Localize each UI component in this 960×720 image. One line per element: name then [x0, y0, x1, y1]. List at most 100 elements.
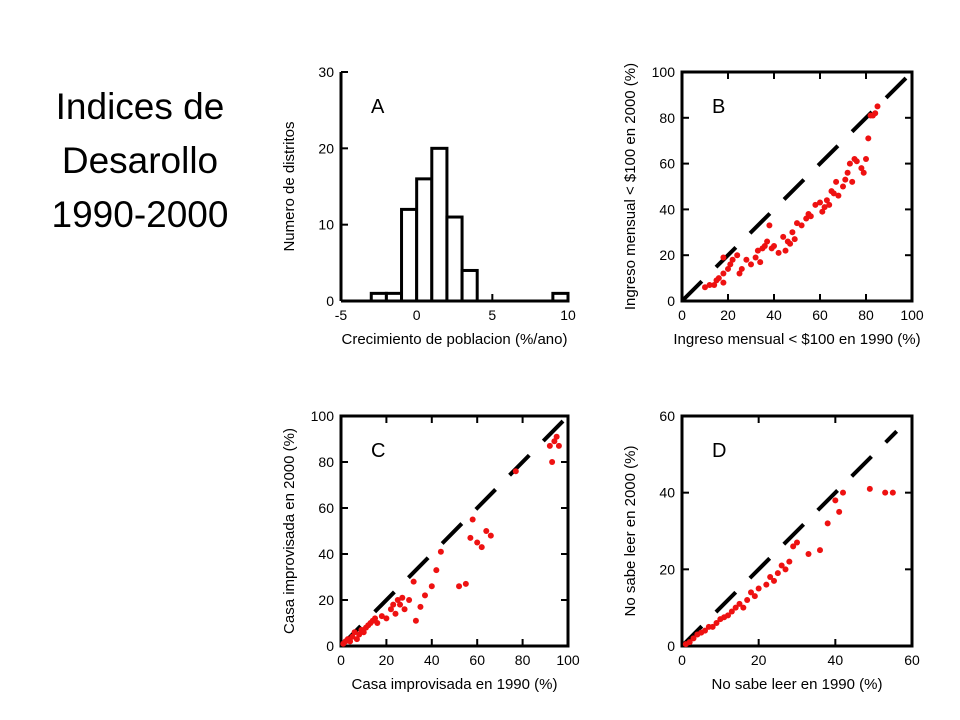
panel-b-point: [865, 135, 872, 142]
panel-d-point: [817, 547, 823, 554]
panel-c-point: [374, 620, 381, 626]
panel-a-bar: [369, 291, 388, 303]
panel-b-point: [775, 249, 782, 256]
panel-c-point: [546, 442, 553, 449]
panel-c-x-tick-label: 60: [469, 652, 485, 668]
panel-a-y-tick-label: 30: [318, 64, 334, 80]
panel-d-letter: D: [712, 440, 726, 462]
panel-c-point: [474, 539, 481, 546]
panel-b-point: [840, 183, 846, 190]
panel-c-point: [421, 592, 428, 599]
panel-b-identity-line: [680, 70, 914, 303]
panel-c-point: [555, 442, 562, 449]
panel-a-y-axis-title: Numero de distritos: [281, 121, 298, 251]
panel-a-bar: [384, 291, 404, 303]
panel-c-point: [360, 629, 367, 636]
panel-d-point: [782, 566, 789, 573]
panel-a-letter: A: [371, 96, 385, 118]
page-title-line-1: Indices de: [55, 86, 225, 127]
panel-c-x-tick-label: 100: [556, 652, 580, 668]
panel-d-point: [774, 570, 781, 577]
panel-c-point: [387, 606, 394, 613]
panel-d-point: [732, 604, 739, 611]
panel-d-x-tick-label: 60: [904, 652, 920, 668]
panel-c-point: [553, 433, 560, 440]
panel-c-point: [392, 610, 399, 617]
panel-d-y-tick-label: 20: [659, 561, 675, 577]
panel-d-scatter: 0 20 40 60 0 20 40 60 No sabe leer en 1990 (%) No…: [622, 408, 920, 693]
panel-b-y-tick-label: 80: [659, 110, 675, 126]
panel-b-x-tick-label: 0: [678, 307, 686, 323]
panel-d-point: [790, 543, 797, 550]
panel-d-point: [805, 551, 812, 557]
panel-b-point: [826, 201, 833, 208]
panel-c-point: [478, 544, 485, 551]
panel-c-point: [462, 580, 469, 587]
panel-b-y-tick-label: 20: [659, 247, 675, 263]
panel-d-point: [794, 539, 800, 546]
panel-a-bar: [415, 177, 434, 303]
panel-d-point: [767, 574, 774, 580]
panel-d-frame: [680, 414, 914, 648]
panel-a-x-tick-label: -5: [335, 307, 348, 323]
panel-b-scatter: 0 20 40 60 80 100 0 20 40 60 80 100 Ingreso mensual …: [622, 63, 924, 348]
panel-b-point: [817, 199, 823, 206]
panel-c-y-tick-label: 100: [311, 408, 335, 424]
panel-b-point: [734, 252, 741, 259]
panel-d-point: [771, 577, 777, 584]
panel-c-point: [372, 615, 379, 622]
panel-d-x-axis-title: No sabe leer en 1990 (%): [712, 676, 883, 693]
panel-c-point: [412, 617, 419, 624]
panel-d-point: [836, 508, 843, 515]
panel-b-point: [782, 247, 789, 254]
panel-b-x-tick-label: 80: [858, 307, 874, 323]
panel-c-point: [437, 548, 444, 555]
panel-c-scatter: 0 20 40 60 80 100 0 20 40 60 80 100 Casa improvisada…: [281, 408, 580, 693]
panel-d-point: [744, 597, 751, 603]
panel-d-y-tick-label: 40: [659, 485, 675, 501]
panel-c-identity-line: [339, 414, 570, 648]
panel-b-x-tick-label: 100: [900, 307, 924, 323]
panel-b-point: [789, 229, 796, 236]
panel-a-x-tick-label: 0: [413, 307, 421, 323]
panel-b-x-axis-title: Ingreso mensual < $100 en 1990 (%): [673, 331, 920, 348]
panel-a-x-tick-label: 5: [488, 307, 496, 323]
panel-b-point: [807, 213, 814, 220]
panel-b-point: [761, 243, 768, 250]
panel-a-bar: [445, 215, 464, 303]
page-title-line-3: 1990-2000: [51, 194, 229, 235]
panel-a-x-tick-label: 10: [560, 307, 576, 323]
panel-c-point: [512, 468, 519, 475]
panel-b-point: [752, 254, 759, 261]
panel-c-point: [433, 567, 440, 574]
panel-a-bar: [400, 207, 419, 303]
panel-c-frame: [339, 414, 570, 648]
panel-b-point: [702, 284, 708, 291]
panel-a-y-tick-label: 10: [318, 217, 334, 233]
panel-b-x-tick-label: 60: [812, 307, 828, 323]
panel-d-point: [778, 562, 785, 569]
panel-b-letter: B: [712, 96, 725, 118]
panel-d-x-tick-label: 0: [678, 652, 686, 668]
panel-b-point: [872, 110, 879, 117]
panel-d-x-tick-label: 40: [828, 652, 844, 668]
panel-b-point: [874, 103, 881, 110]
panel-d-point: [736, 600, 743, 607]
panel-d-point: [763, 581, 770, 588]
panel-d-point: [882, 489, 889, 496]
panel-c-x-tick-label: 80: [515, 652, 531, 668]
panel-c-y-tick-label: 0: [326, 638, 334, 654]
panel-b-point: [823, 197, 830, 204]
panel-c-y-axis-title: Casa improvisada en 2000 (%): [281, 428, 298, 634]
panel-b-point: [764, 238, 771, 245]
panel-d-point: [690, 635, 697, 642]
panel-a-bar: [430, 146, 449, 303]
panel-c-point: [410, 578, 417, 585]
panel-c-point: [394, 597, 401, 603]
panel-b-y-tick-label: 0: [667, 293, 675, 309]
panel-d-point: [751, 593, 758, 600]
panel-b-point: [727, 261, 734, 268]
panel-c-point: [417, 603, 424, 610]
